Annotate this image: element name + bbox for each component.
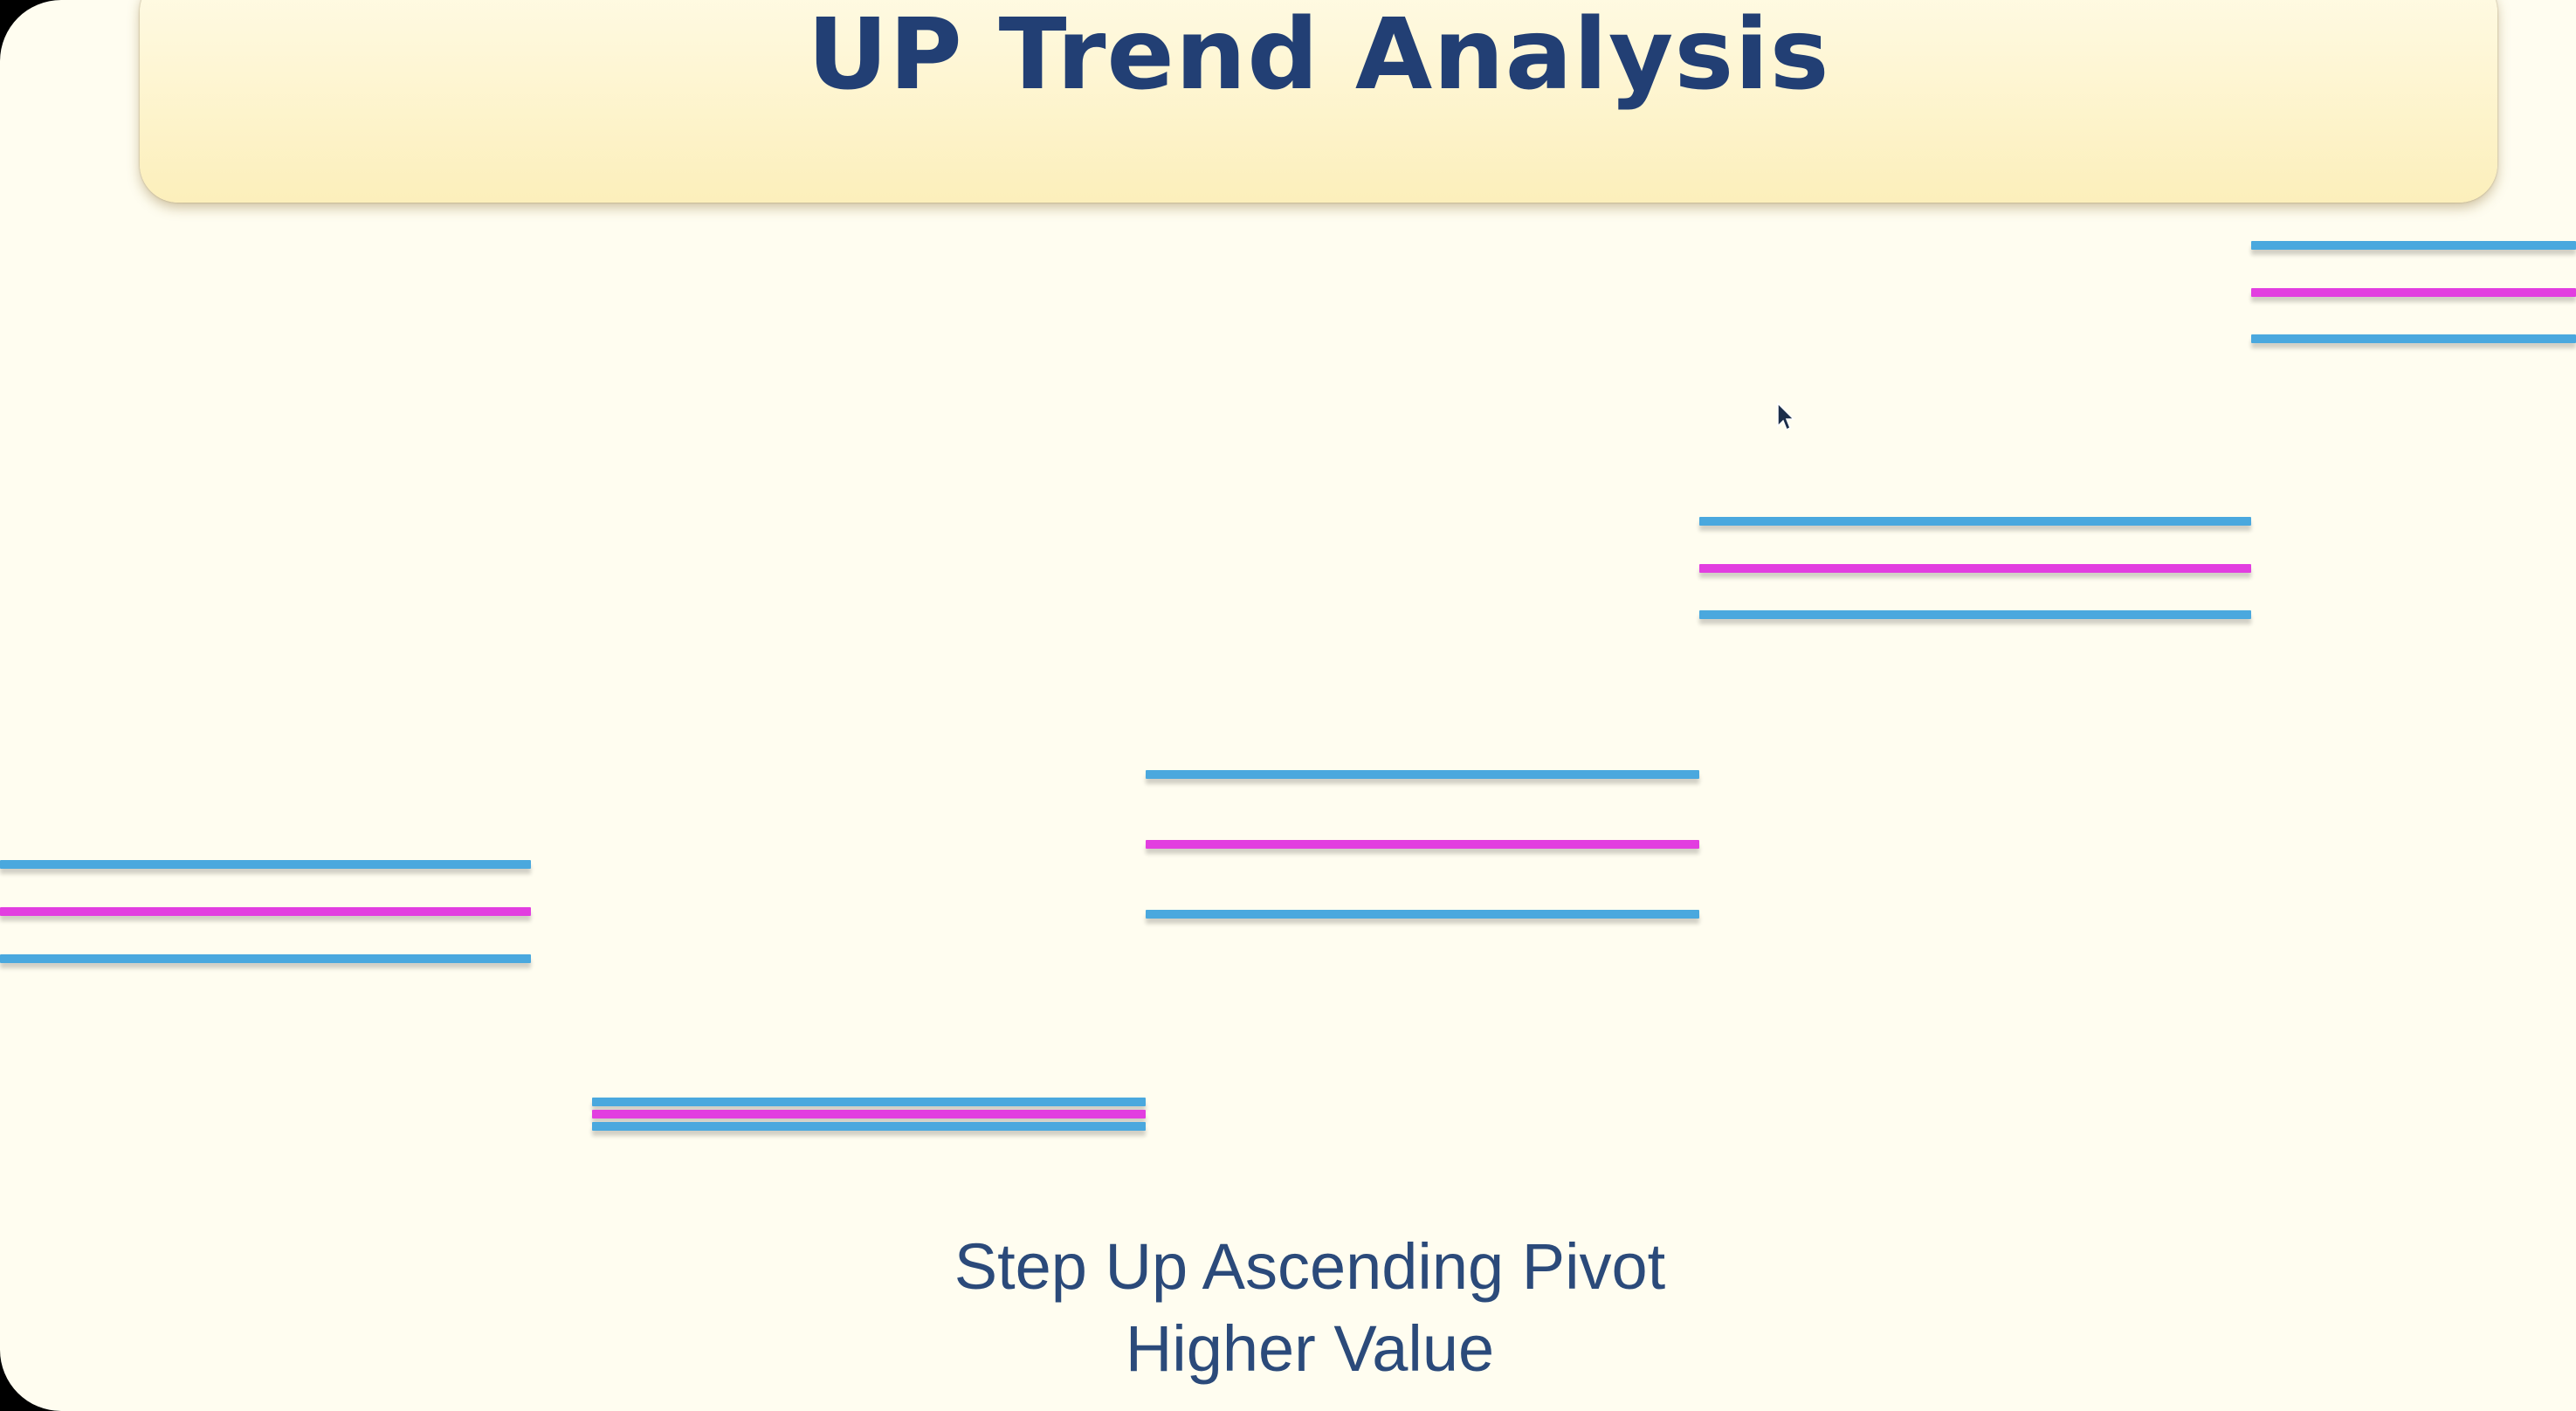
- upper-band-line: [592, 1098, 1146, 1106]
- upper-band-line: [1699, 517, 2251, 526]
- pivot-line: [1146, 840, 1699, 849]
- pivot-line: [1699, 564, 2251, 573]
- upper-band-line: [1146, 770, 1699, 779]
- lower-band-line: [2251, 334, 2576, 343]
- pivot-line: [592, 1110, 1146, 1118]
- lower-band-line: [0, 954, 531, 963]
- upper-band-line: [0, 860, 531, 869]
- upper-band-line: [2251, 241, 2576, 250]
- pivot-line: [0, 907, 531, 916]
- pivot-level-4: [1699, 517, 2251, 622]
- pivot-line: [2251, 288, 2576, 297]
- pivot-level-3: [1146, 770, 1699, 927]
- lower-band-line: [1699, 610, 2251, 619]
- caption-line-1: Step Up Ascending Pivot: [954, 1230, 1666, 1303]
- title-banner: UP Trend Analysis: [140, 0, 2497, 203]
- lower-band-line: [1146, 910, 1699, 919]
- mouse-pointer-icon: [1777, 402, 1795, 431]
- caption-line-2: Higher Value: [1125, 1312, 1495, 1385]
- pivot-level-5: [2251, 241, 2576, 346]
- lower-band-line: [592, 1122, 1146, 1131]
- pivot-level-1: [0, 860, 531, 965]
- pivot-level-2: [592, 1098, 1146, 1132]
- slide-title: UP Trend Analysis: [807, 0, 1830, 112]
